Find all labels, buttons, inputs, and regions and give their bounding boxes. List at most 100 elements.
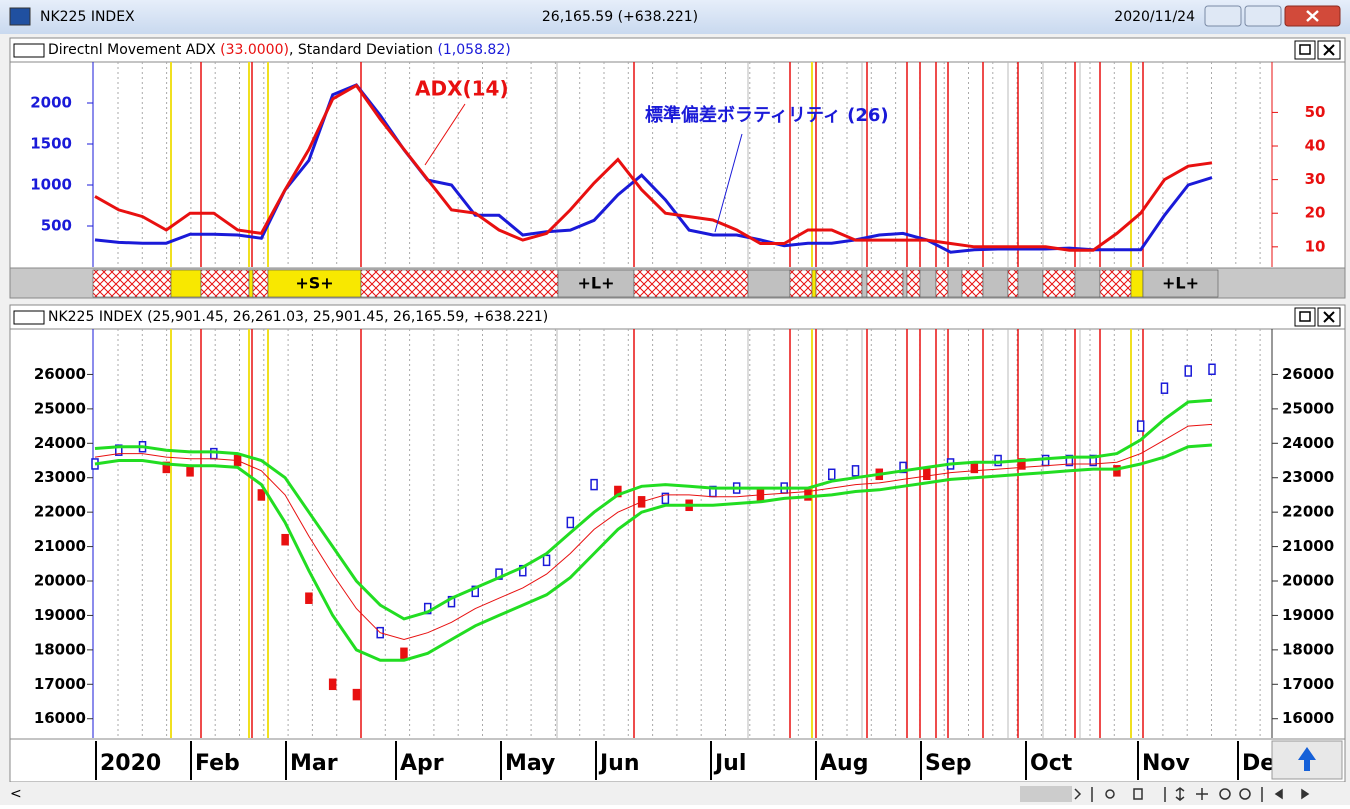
month-label: Jun	[598, 751, 640, 776]
y-tick-label: 500	[41, 217, 72, 235]
candle	[827, 468, 836, 481]
signal-segment	[1007, 269, 1019, 298]
candle	[661, 492, 670, 505]
up-arrow-icon	[1298, 747, 1316, 771]
panel-header-text: NK225 INDEX (25,901.45, 26,261.03, 25,90…	[48, 309, 548, 325]
signal-label: +S+	[295, 274, 333, 293]
annotation-leader	[424, 103, 466, 166]
y-tick-label: 21000	[34, 537, 86, 555]
tool-move[interactable]	[1196, 788, 1208, 800]
y-tick-label: 25000	[34, 399, 86, 417]
y-tick-label: 16000	[34, 709, 86, 727]
tool-vzoom[interactable]	[1175, 787, 1185, 801]
candle	[186, 465, 194, 477]
month-label: May	[505, 751, 555, 776]
signal-segment	[1017, 269, 1044, 298]
y-tick-label-right: 25000	[1282, 399, 1334, 417]
candle	[851, 465, 860, 477]
candle	[1113, 465, 1121, 477]
candle	[1041, 454, 1050, 467]
y2-tick-label: 30	[1305, 170, 1326, 188]
close-icon	[1306, 10, 1319, 22]
signal-segment	[902, 269, 908, 298]
panel-restore[interactable]	[1294, 40, 1316, 60]
tool-next[interactable]	[1074, 788, 1082, 800]
y-tick-label: 26000	[34, 365, 86, 383]
y2-tick-label: 20	[1305, 204, 1326, 222]
band-line	[94, 423, 1213, 641]
annotation: 標準偏差ボラティリティ (26)	[645, 104, 889, 126]
signal-segment	[811, 269, 817, 298]
candle	[1184, 365, 1192, 377]
indicator-panel	[9, 61, 1346, 269]
sd-value: (1,058.82)	[437, 42, 510, 58]
minimize-button[interactable]	[1204, 5, 1242, 27]
scroll-left[interactable]: <	[10, 786, 22, 802]
candle	[115, 444, 123, 456]
y-tick-label-right: 18000	[1282, 640, 1334, 658]
signal-segment	[982, 269, 1009, 298]
annotation-leader	[714, 133, 743, 233]
candle	[1136, 420, 1145, 432]
y-tick-label: 1500	[30, 135, 72, 153]
y-tick-label: 1000	[30, 176, 72, 194]
panel-icon	[13, 43, 45, 58]
tool-daily[interactable]	[1133, 788, 1143, 800]
panel-header	[9, 37, 1346, 63]
month-label: Aug	[820, 751, 868, 776]
panel-restore[interactable]	[1294, 307, 1316, 327]
tool-refresh[interactable]	[1105, 789, 1115, 799]
restore-icon	[1299, 44, 1311, 55]
y-tick-label-right: 24000	[1282, 434, 1334, 452]
signal-segment	[866, 269, 904, 298]
signal-segment	[360, 269, 559, 298]
signal-segment	[92, 269, 172, 298]
candle	[1089, 454, 1097, 467]
month-label: Apr	[400, 751, 444, 776]
signal-label: +L+	[577, 274, 614, 293]
y-tick-label: 22000	[34, 503, 86, 521]
window-title: NK225 INDEX	[40, 9, 135, 25]
annotation: ADX(14)	[415, 77, 509, 101]
candle	[566, 516, 575, 529]
band-line	[94, 443, 1213, 662]
signal-segment	[1130, 269, 1144, 298]
window-date: 2020/11/24	[1114, 9, 1195, 25]
tool-zoom-out[interactable]	[1219, 788, 1231, 800]
adx-value: (33.0000)	[220, 42, 289, 58]
candle	[1065, 454, 1074, 467]
y2-tick-label: 10	[1305, 237, 1326, 255]
y-tick-label-right: 22000	[1282, 503, 1334, 521]
signal-segment	[248, 269, 254, 298]
close-icon	[1323, 311, 1335, 323]
signal-segment	[252, 269, 269, 298]
separator: , Standard Deviation	[289, 42, 433, 58]
month-label: Oct	[1030, 751, 1073, 776]
signal-segment	[961, 269, 984, 298]
tool-zoom-in[interactable]	[1239, 788, 1251, 800]
y-tick-label: 17000	[34, 675, 86, 693]
candle	[328, 678, 337, 691]
y-tick-label: 19000	[34, 606, 86, 624]
window-quote: 26,165.59 (+638.221)	[542, 9, 698, 25]
candle	[1018, 458, 1026, 470]
y-tick-label-right: 17000	[1282, 675, 1334, 693]
scroll-thumb[interactable]	[1020, 786, 1072, 802]
series-line	[94, 83, 1213, 252]
month-label: Jul	[713, 751, 746, 776]
candle	[994, 454, 1002, 467]
band-line	[94, 398, 1213, 621]
y-tick-label-right: 16000	[1282, 709, 1334, 727]
app-icon	[9, 7, 31, 26]
tool-back[interactable]	[1274, 788, 1283, 800]
y-tick-label-right: 20000	[1282, 572, 1334, 590]
signal-segment	[1099, 269, 1132, 298]
signal-segment	[919, 269, 937, 298]
tool-forward[interactable]	[1301, 788, 1310, 800]
y-tick-label: 20000	[34, 572, 86, 590]
candle	[352, 688, 361, 701]
maximize-button[interactable]	[1244, 5, 1282, 27]
candle	[400, 647, 408, 660]
candle	[1160, 382, 1169, 394]
y-tick-label-right: 19000	[1282, 606, 1334, 624]
